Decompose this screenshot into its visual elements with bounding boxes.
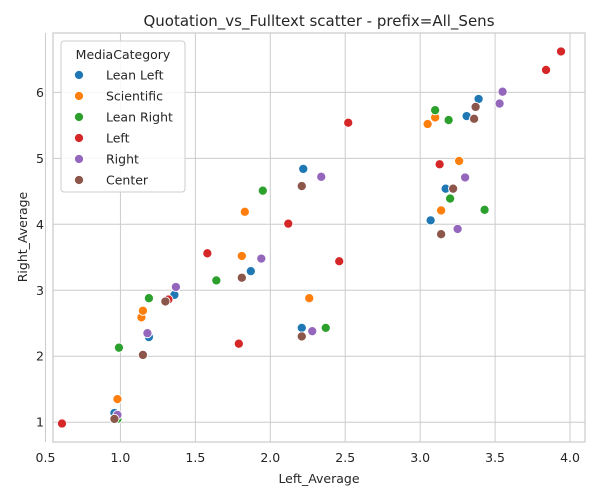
- data-point-right: [452, 223, 463, 234]
- data-point-right: [142, 328, 153, 339]
- legend-marker-lean-left: [73, 69, 85, 81]
- data-point-lean-right: [211, 275, 222, 286]
- legend-label-right: Right: [106, 152, 139, 167]
- legend-label-scientific: Scientific: [106, 89, 163, 104]
- y-tick-label: 3: [36, 283, 44, 298]
- data-point-center: [137, 349, 148, 360]
- x-tick-label: 1.0: [110, 450, 130, 465]
- data-point-left: [434, 159, 445, 170]
- data-point-left: [283, 218, 294, 229]
- data-point-scientific: [112, 394, 123, 405]
- data-point-right: [170, 281, 181, 293]
- data-point-left: [334, 256, 345, 267]
- data-point-lean-right: [443, 115, 454, 126]
- x-tick-label: 3.0: [410, 450, 430, 465]
- data-point-lean-right: [445, 193, 456, 204]
- grid-lines: [45, 33, 585, 442]
- legend-marker-lean-right: [73, 111, 85, 123]
- data-point-scientific: [436, 205, 447, 216]
- data-point-scientific: [137, 305, 148, 316]
- x-tick-label: 0.5: [36, 450, 56, 465]
- y-tick-label: 6: [36, 85, 44, 100]
- chart-title: Quotation_vs_Fulltext scatter - prefix=A…: [143, 12, 494, 31]
- y-tick-label: 1: [36, 415, 44, 430]
- data-point-left: [202, 248, 213, 259]
- legend-marker-left: [73, 132, 85, 144]
- data-point-lean-right: [143, 293, 154, 304]
- data-point-lean-left: [245, 266, 256, 277]
- data-point-lean-right: [430, 105, 441, 116]
- legend-label-lean-left: Lean Left: [106, 68, 164, 83]
- data-points: [56, 46, 567, 429]
- data-point-left: [343, 117, 354, 128]
- plot-frame: [52, 32, 586, 443]
- data-point-scientific: [239, 206, 250, 217]
- y-tick-label: 4: [36, 217, 44, 232]
- data-point-right: [307, 326, 318, 337]
- data-point-center: [160, 296, 171, 307]
- legend-label-lean-right: Lean Right: [106, 110, 173, 125]
- data-point-right: [256, 253, 267, 264]
- data-point-left: [555, 46, 567, 57]
- data-point-scientific: [422, 118, 433, 130]
- data-point-center: [236, 272, 247, 283]
- x-tick-label: 2.5: [335, 450, 355, 465]
- legend-label-center: Center: [106, 173, 149, 188]
- y-tick-label: 2: [36, 349, 44, 364]
- data-point-left: [56, 418, 68, 429]
- data-point-center: [296, 331, 307, 342]
- data-point-right: [460, 172, 471, 183]
- data-point-scientific: [236, 250, 247, 262]
- x-tick-label: 2.0: [260, 450, 280, 465]
- legend-title: MediaCategory: [76, 47, 171, 62]
- data-point-center: [436, 229, 447, 240]
- data-point-left: [540, 64, 552, 75]
- data-point-scientific: [454, 155, 465, 167]
- data-point-lean-right: [257, 185, 268, 196]
- x-tick-label: 1.5: [185, 450, 205, 465]
- x-tick-label: 3.5: [485, 450, 505, 465]
- data-point-scientific: [304, 293, 315, 304]
- y-axis-label: Right_Average: [15, 191, 30, 282]
- legend-marker-scientific: [73, 90, 85, 102]
- data-point-lean-left: [425, 215, 436, 226]
- legend-marker-right: [73, 153, 85, 165]
- data-point-center: [109, 413, 120, 424]
- data-point-left: [233, 338, 244, 349]
- legend: MediaCategory Lean Left Scientific Lean Ri…: [60, 40, 186, 193]
- data-point-lean-right: [479, 204, 490, 215]
- data-point-lean-right: [113, 342, 124, 353]
- y-tick-labels: 1 2 3 4 5 6: [36, 85, 44, 430]
- legend-box: [60, 40, 186, 193]
- data-point-center: [448, 183, 459, 194]
- data-point-center: [469, 113, 480, 124]
- data-point-lean-right: [320, 322, 331, 333]
- legend-items: Lean Left Scientific Lean Right Left Right Ce…: [73, 68, 173, 188]
- x-tick-label: 4.0: [560, 450, 580, 465]
- x-axis-label: Left_Average: [278, 471, 359, 486]
- data-point-right: [494, 98, 505, 109]
- data-point-center: [296, 180, 307, 192]
- legend-marker-center: [73, 174, 85, 186]
- data-point-right: [497, 86, 508, 97]
- legend-label-left: Left: [106, 131, 130, 146]
- data-point-right: [316, 171, 327, 182]
- data-point-lean-left: [298, 163, 309, 174]
- data-point-lean-left: [296, 322, 307, 333]
- data-point-center: [470, 101, 481, 112]
- y-tick-label: 5: [36, 151, 44, 166]
- x-tick-labels: 0.5 1.0 1.5 2.0 2.5 3.0 3.5 4.0: [36, 450, 580, 465]
